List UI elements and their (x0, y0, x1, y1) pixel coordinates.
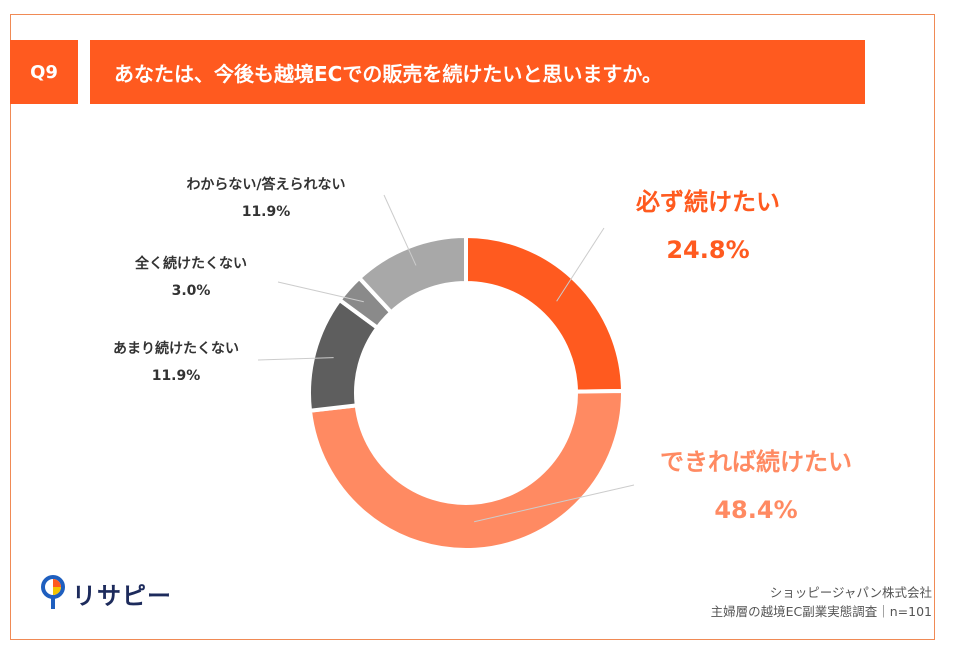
question-number-badge: Q9 (10, 40, 78, 104)
rather-not-continue-value: 11.9% (152, 368, 201, 384)
slice-dont-know (356, 233, 468, 316)
question-text: あなたは、今後も越境ECでの販売を続けたいと思いますか。 (114, 61, 662, 86)
not-continue-at-all-label: 全く続けたくない (134, 255, 247, 272)
survey-info: 主婦層の越境EC副業実態調査｜n=101 (710, 604, 932, 619)
leader-line-not-continue-at-all (277, 281, 364, 303)
leader-line-definitely-continue (556, 227, 605, 302)
definitely-continue-value: 24.8% (666, 236, 749, 264)
company-name: ショッピージャパン株式会社 (769, 585, 932, 600)
chart-frame (10, 14, 935, 640)
leader-line-preferably-continue (473, 484, 635, 523)
rather-not-continue-label: あまり続けたくない (113, 340, 239, 357)
slice-preferably-continue (307, 389, 625, 553)
dont-know-value: 11.9% (242, 204, 291, 220)
preferably-continue-value: 48.4% (714, 496, 797, 524)
risapi-logo-icon (41, 575, 65, 609)
question-banner: あなたは、今後も越境ECでの販売を続けたいと思いますか。 (90, 40, 865, 104)
leader-line-dont-know (383, 194, 417, 266)
slice-definitely-continue (464, 233, 626, 394)
logo: リサピー (40, 575, 172, 611)
preferably-continue-label: できれば続けたい (660, 448, 852, 476)
leader-line-rather-not-continue (257, 357, 334, 361)
logo-text: リサピー (72, 581, 172, 610)
question-number: Q9 (30, 61, 58, 83)
dont-know-label: わからない/答えられない (186, 176, 345, 193)
source-credit: ショッピージャパン株式会社 主婦層の越境EC副業実態調査｜n=101 (711, 583, 932, 621)
not-continue-at-all-value: 3.0% (172, 283, 211, 299)
definitely-continue-label: 必ず続けたい (636, 188, 780, 216)
